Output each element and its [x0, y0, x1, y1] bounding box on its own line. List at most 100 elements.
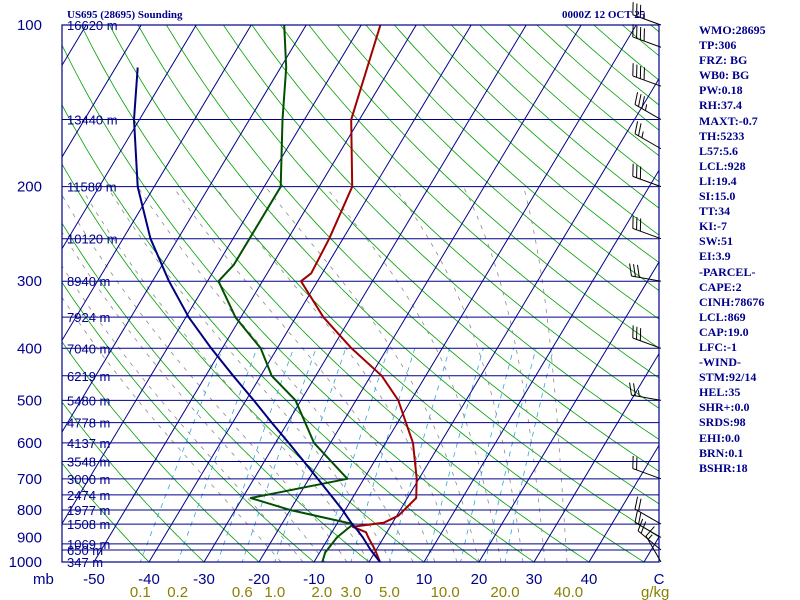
- height-label: 8940 m: [67, 274, 110, 289]
- mixing-ratio-line: [426, 348, 484, 562]
- isotherm: [62, 25, 252, 342]
- height-label: 4778 m: [67, 416, 110, 431]
- isotherm: [62, 25, 142, 158]
- stat-item: L57:5.6: [699, 143, 738, 158]
- temperature-trace: [300, 25, 418, 562]
- wind-barb-half-flag: [641, 131, 644, 138]
- isotherm: [62, 25, 307, 433]
- pressure-tick-label: 400: [17, 340, 42, 357]
- temperature-tick-label: -50: [83, 571, 105, 588]
- wind-barb-flag: [637, 498, 642, 512]
- temperature-tick-label: 0: [365, 571, 373, 588]
- stat-item: BRN:0.1: [699, 445, 744, 460]
- wind-barb-staff: [632, 36, 662, 48]
- wind-barb: [634, 509, 662, 538]
- stat-item: SI:15.0: [699, 189, 736, 204]
- dry-adiabat: [80, 25, 590, 562]
- mixing-ratio-tick-label: 1.0: [264, 584, 285, 600]
- stat-item: CAP:19.0: [699, 324, 749, 339]
- stat-item: LCL:869: [699, 309, 746, 324]
- stat-item: TP:306: [699, 38, 737, 53]
- stat-item: HEL:35: [699, 385, 741, 400]
- temperature-tick-label: 10: [416, 571, 433, 588]
- temperature-tick-label: 20: [471, 571, 488, 588]
- wind-barb-flag: [636, 264, 640, 278]
- wind-barb-staff: [631, 275, 662, 282]
- wind-barb-staff: [632, 227, 662, 240]
- mixing-ratio-line: [321, 348, 389, 562]
- height-label: 11580 m: [67, 180, 117, 195]
- stat-item: RH:37.4: [699, 98, 742, 113]
- wind-barb-flag: [637, 123, 642, 136]
- isotherm: [368, 77, 659, 562]
- isotherm: [533, 352, 659, 562]
- stat-item: WB0: BG: [699, 68, 750, 83]
- height-label: 2474 m: [67, 488, 110, 503]
- wind-barb-half-flag: [644, 104, 648, 111]
- wind-barb-flag: [634, 509, 639, 523]
- stat-item: LFC:-1: [699, 339, 737, 354]
- isotherm: [93, 25, 417, 562]
- wind-barb-flag: [634, 496, 639, 510]
- temperature-tick-label: -40: [138, 571, 160, 588]
- temperature-tick-label: 30: [526, 571, 543, 588]
- stat-item: EI:3.9: [699, 249, 731, 264]
- wind-barb-flag: [633, 264, 636, 277]
- stat-item: MAXT:-0.7: [699, 113, 758, 128]
- dry-adiabat: [62, 44, 535, 562]
- stat-item: STM:92/14: [699, 370, 757, 385]
- chart-title: US695 (28695) Sounding: [67, 9, 183, 21]
- wind-barb: [632, 163, 662, 188]
- dry-adiabat: [251, 25, 659, 409]
- mixing-ratio-line: [460, 348, 514, 562]
- wind-barb-half-flag: [647, 534, 653, 540]
- wind-barb-flag: [629, 263, 632, 277]
- wind-barb-staff: [634, 133, 662, 150]
- wind-barb-flag: [634, 92, 639, 105]
- height-label: 4137 m: [67, 436, 110, 451]
- dry-adiabat: [62, 163, 425, 562]
- dry-adiabat: [308, 25, 659, 349]
- stat-item: SRDS:98: [699, 415, 746, 430]
- wind-barb-staff: [632, 14, 662, 26]
- mixing-ratio-tick-label: 0.1: [130, 584, 151, 600]
- wind-barb: [634, 121, 662, 150]
- mixing-ratio-tick-label: 5.0: [379, 584, 400, 600]
- pressure-tick-label: 500: [17, 392, 42, 409]
- stat-item: BSHR:18: [699, 460, 748, 475]
- wind-barb-staff: [632, 468, 662, 480]
- mixing-ratio-unit: g/kg: [641, 584, 669, 600]
- height-label: 7924 m: [67, 310, 110, 325]
- wind-barb-staff: [632, 337, 662, 349]
- height-label: 7040 m: [67, 341, 110, 356]
- moist-adiabat: [393, 186, 524, 562]
- height-label: 6219 m: [67, 369, 110, 384]
- pressure-tick-label: 1000: [9, 554, 42, 571]
- wind-barb: [634, 496, 662, 525]
- moist-adiabat: [62, 296, 282, 562]
- pressure-tick-label: 100: [17, 17, 42, 34]
- temperature-tick-label: -20: [248, 571, 270, 588]
- pressure-axis-label: mb: [33, 571, 54, 588]
- height-label: 16620 m: [67, 18, 118, 33]
- dry-adiabat: [137, 25, 659, 538]
- height-label: 10120 m: [67, 232, 118, 247]
- stat-item: FRZ: BG: [699, 53, 748, 68]
- dry-adiabat: [62, 462, 150, 562]
- dew-point-trace: [217, 25, 355, 562]
- wind-barb-flag: [629, 382, 632, 396]
- height-label: 650 m: [67, 543, 103, 558]
- mixing-ratio-line: [350, 348, 416, 562]
- height-label: 1508 m: [67, 517, 110, 532]
- stat-item: KI:-7: [699, 219, 727, 234]
- stat-item: SW:51: [699, 234, 734, 249]
- isotherm: [423, 169, 659, 562]
- mixing-ratio-tick-label: 20.0: [490, 584, 519, 600]
- mixing-ratio-tick-label: 10.0: [431, 584, 460, 600]
- moist-adiabat: [523, 186, 568, 562]
- pressure-tick-label: 800: [17, 502, 42, 519]
- wind-barb-flag: [637, 94, 642, 107]
- temperature-tick-label: -10: [303, 571, 325, 588]
- pressure-tick-label: 200: [17, 179, 42, 196]
